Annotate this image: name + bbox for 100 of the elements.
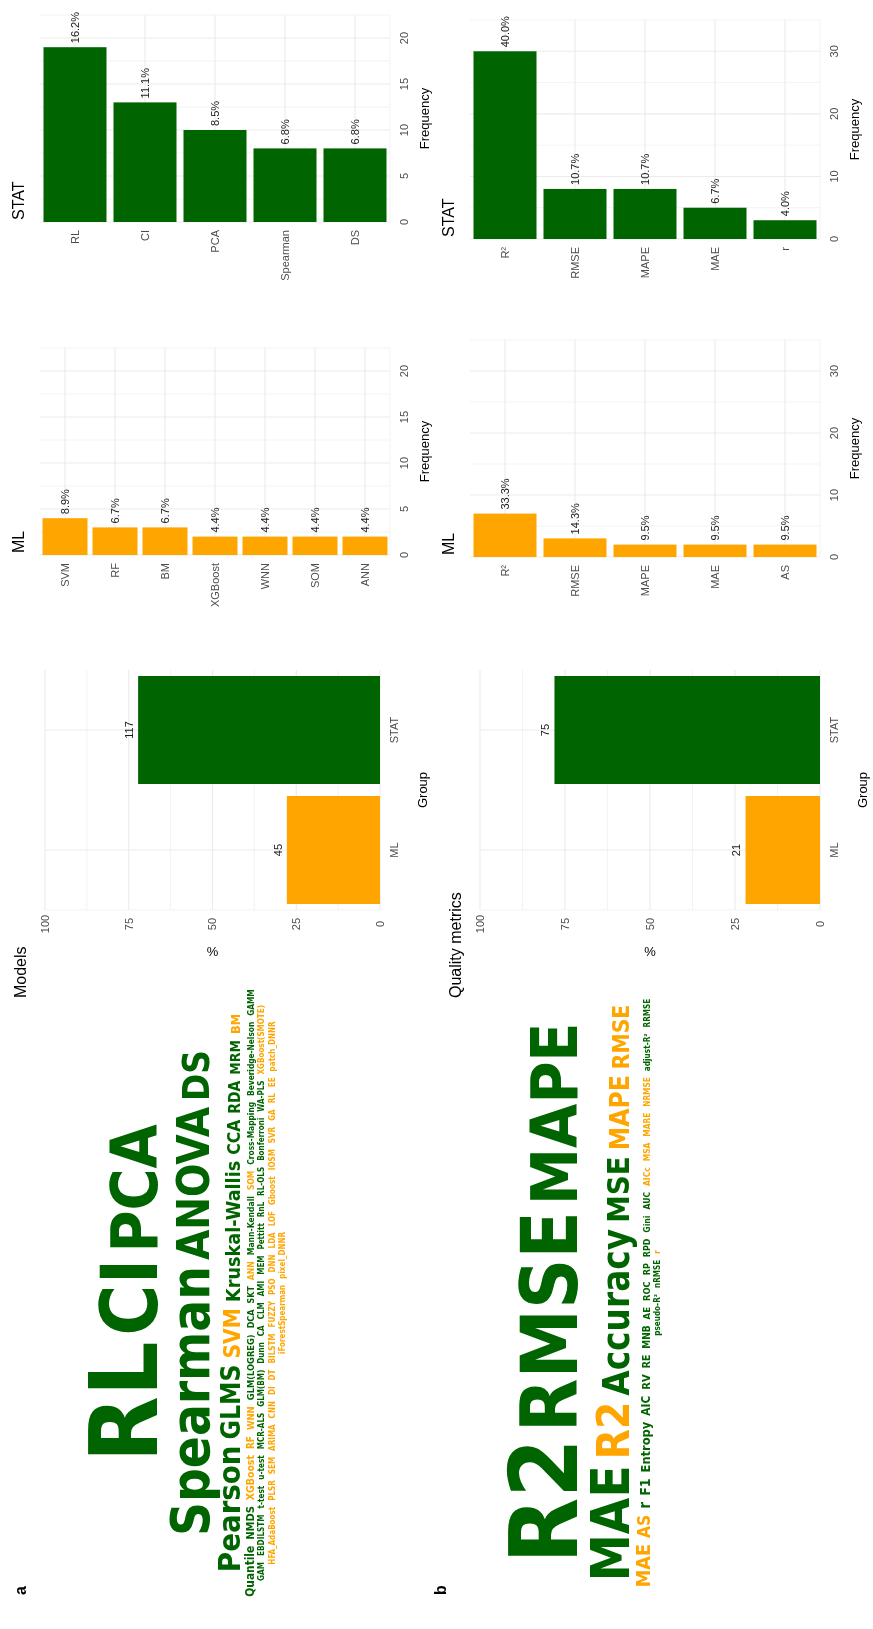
category-label: DCA — [245, 1308, 256, 1329]
category-label: RE — [639, 1354, 652, 1369]
x-tick-label: 100 — [473, 914, 486, 934]
category-label: MRM — [227, 1040, 244, 1075]
bar — [473, 513, 537, 557]
category-label: RL-OLS — [257, 1166, 267, 1196]
annotation: 11.1% — [138, 67, 151, 99]
x-tick-label: XGBoost — [208, 563, 221, 608]
category-label: Mann-Kendall — [245, 1196, 256, 1256]
y-tick-label: STAT — [387, 716, 400, 744]
x-tick-label: 75 — [558, 917, 571, 931]
category-label: SKT — [245, 1285, 256, 1304]
bar — [242, 536, 288, 555]
category-label: MCR-ALS — [257, 1412, 267, 1450]
category-label: GAMM — [245, 989, 256, 1016]
category-label: RPD — [641, 1238, 652, 1258]
category-label: FUZZY — [267, 1300, 277, 1328]
category-label: adjust-R² — [641, 1033, 652, 1072]
x-tick-label: ANN — [358, 562, 371, 587]
category-label: GLM(LOGREG) — [244, 1334, 256, 1401]
category-label: MNB — [640, 1325, 652, 1349]
annotation: 40.0% — [498, 15, 511, 48]
bar — [543, 538, 607, 557]
annotation: 8.5% — [208, 100, 221, 126]
category-label: SVR — [267, 1126, 277, 1144]
category-label: ROC — [640, 1281, 652, 1301]
x-tick-label: PCA — [208, 229, 221, 253]
x-tick-label: 50 — [643, 917, 656, 931]
bar — [543, 188, 607, 239]
x-tick-label: 25 — [728, 917, 741, 931]
annotation: 6.8% — [348, 119, 361, 145]
category-label: MEM — [257, 1255, 267, 1275]
category-label: ANN — [245, 1261, 256, 1281]
bar — [142, 527, 188, 555]
category-label: SOM — [245, 1170, 256, 1191]
category-label: pseudo-R² — [652, 1294, 663, 1336]
bar — [192, 536, 238, 555]
category-label: IOSM — [267, 1149, 277, 1171]
category-label: Bonferroni — [257, 1117, 267, 1161]
bar — [613, 188, 677, 239]
category-label: CNN — [267, 1401, 277, 1419]
category-label: MSE — [599, 1156, 636, 1223]
y-axis-title: Frequency — [846, 98, 862, 161]
x-axis-title: % — [206, 944, 219, 959]
x-tick-label: AS — [778, 565, 791, 580]
category-label: NRMSE — [641, 1077, 652, 1107]
category-label: F1 — [636, 1478, 653, 1496]
x-tick-label: 0 — [813, 920, 826, 928]
bar — [253, 148, 317, 222]
text: a — [11, 1586, 29, 1595]
x-tick-label: Spearman — [278, 230, 291, 281]
annotation: 6.8% — [278, 119, 291, 145]
y-axis-title: Frequency — [416, 420, 432, 483]
category-label: Gini — [641, 1215, 652, 1233]
category-label: AICc — [641, 1167, 652, 1186]
annotation: 4.4% — [358, 507, 371, 533]
category-label: DNN — [267, 1254, 277, 1273]
text: ML — [9, 530, 27, 553]
x-tick-label: 0 — [373, 920, 386, 928]
category-label: SEM — [267, 1456, 277, 1475]
category-label: LDA — [267, 1231, 277, 1249]
x-tick-label: MAE — [708, 247, 721, 271]
category-label: Quantile — [242, 1545, 257, 1597]
x-tick-label: RL — [68, 230, 81, 245]
annotation: 4.4% — [258, 507, 271, 533]
category-label: GLM(BM) — [257, 1369, 267, 1407]
category-label: GA — [267, 1108, 277, 1121]
y-tick-label: 0 — [827, 553, 840, 561]
text: ML — [439, 532, 457, 555]
y-tick-label: 10 — [397, 456, 410, 470]
category-label: RF — [244, 1436, 256, 1450]
text: STAT — [439, 198, 457, 237]
bar — [753, 544, 817, 557]
y-tick-label: 10 — [827, 488, 840, 502]
bar — [323, 148, 387, 222]
category-label: Pettitt — [257, 1222, 267, 1250]
category-label: MSA — [641, 1142, 652, 1162]
category-label: SVM — [219, 1307, 246, 1359]
category-label: patch_DNNR — [267, 1020, 277, 1072]
category-label: RRMSE — [641, 998, 652, 1028]
x-tick-label: WNN — [258, 562, 271, 590]
category-label: AS — [633, 1514, 654, 1538]
y-tick-label: 10 — [827, 170, 840, 183]
category-label: DS — [174, 1049, 218, 1101]
bar — [42, 518, 88, 555]
y-axis-title: Group — [854, 771, 870, 809]
category-label: GAM — [256, 1561, 267, 1581]
category-label: RL — [267, 1092, 277, 1104]
category-label: u-test — [256, 1454, 267, 1480]
category-label: LOF — [267, 1210, 277, 1227]
category-label: XGBoost(SMOTE) — [257, 1005, 267, 1075]
category-label: BILSTM — [267, 1333, 277, 1364]
category-label: pixel_DNNR — [278, 1231, 288, 1279]
category-label: WA-PLS — [257, 1080, 267, 1112]
category-label: MARE — [641, 1112, 652, 1137]
bar — [113, 102, 177, 222]
y-tick-label: 30 — [827, 364, 840, 378]
category-label: RV — [639, 1374, 653, 1390]
category-label: Dunn — [257, 1342, 267, 1364]
bar — [613, 544, 677, 557]
